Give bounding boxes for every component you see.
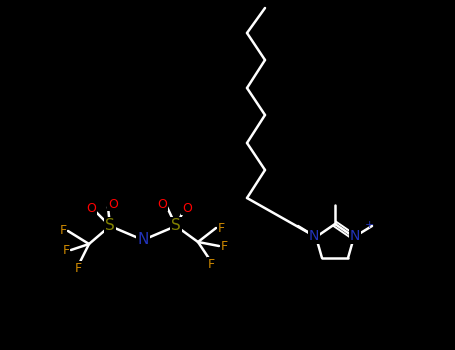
Text: O: O	[157, 197, 167, 210]
Text: O: O	[182, 202, 192, 215]
Text: N: N	[350, 229, 360, 243]
Text: F: F	[62, 245, 70, 258]
Text: N: N	[309, 229, 319, 243]
Text: F: F	[60, 224, 66, 238]
Text: O: O	[108, 197, 118, 210]
Text: S: S	[171, 218, 181, 233]
Text: N: N	[137, 232, 149, 247]
Text: F: F	[220, 239, 228, 252]
Text: F: F	[217, 222, 225, 235]
Text: F: F	[75, 261, 81, 274]
Text: +: +	[365, 220, 374, 230]
Text: F: F	[207, 258, 215, 271]
Text: O: O	[86, 202, 96, 215]
Text: S: S	[105, 218, 115, 233]
